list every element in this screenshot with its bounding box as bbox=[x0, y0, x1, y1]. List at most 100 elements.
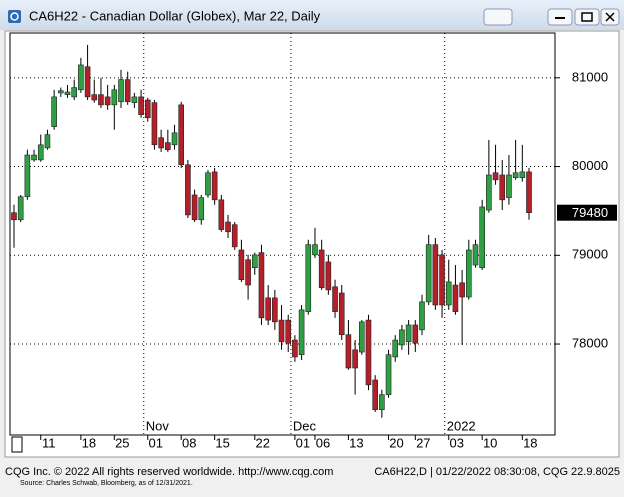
candle-body bbox=[231, 224, 238, 248]
candle-body bbox=[51, 96, 57, 127]
candle-body bbox=[31, 154, 37, 161]
candle-body bbox=[98, 94, 104, 106]
candle-body bbox=[352, 349, 358, 369]
candle-body bbox=[258, 252, 265, 319]
candle-body bbox=[459, 282, 465, 298]
candle-body bbox=[379, 394, 385, 411]
candle-body bbox=[158, 137, 164, 149]
candle-body bbox=[238, 249, 245, 281]
x-tick-label: 11 bbox=[42, 435, 56, 450]
candle-body bbox=[265, 297, 271, 321]
candle-body bbox=[84, 66, 91, 98]
x-tick-label: 08 bbox=[182, 435, 196, 450]
candle-body bbox=[24, 154, 31, 198]
candle-body bbox=[466, 249, 472, 298]
candle-body bbox=[345, 334, 352, 369]
y-tick-label: 78000 bbox=[572, 335, 608, 350]
x-tick-label: 25 bbox=[115, 435, 129, 450]
candle-body bbox=[358, 321, 365, 353]
candle-body bbox=[245, 259, 251, 286]
candle-body bbox=[178, 104, 185, 166]
candle-body bbox=[425, 244, 432, 303]
candle-body bbox=[171, 132, 178, 146]
candle-body bbox=[144, 99, 151, 119]
x-tick-label: 27 bbox=[416, 435, 430, 450]
candle-body bbox=[439, 254, 445, 306]
candle-body bbox=[138, 96, 144, 115]
candle-body bbox=[37, 144, 44, 161]
candle-body bbox=[412, 324, 419, 344]
candle-body bbox=[44, 134, 51, 149]
candle-body bbox=[452, 284, 459, 312]
candle-body bbox=[205, 172, 211, 196]
x-tick-label: 20 bbox=[389, 435, 403, 450]
candle-body bbox=[298, 309, 305, 355]
scroll-handle[interactable] bbox=[11, 436, 23, 453]
candle-body bbox=[312, 244, 318, 256]
maximize-button[interactable] bbox=[574, 8, 600, 26]
candle-body bbox=[372, 379, 378, 411]
candle-body bbox=[124, 79, 131, 103]
candle-body bbox=[225, 221, 231, 233]
candle-body bbox=[472, 244, 479, 266]
x-tick-label: 18 bbox=[82, 435, 96, 450]
y-tick-label: 81000 bbox=[572, 69, 608, 84]
candle-body bbox=[104, 96, 111, 106]
candle-body bbox=[198, 197, 205, 221]
app-icon bbox=[8, 10, 21, 23]
candle-body bbox=[218, 199, 225, 230]
candle-body bbox=[11, 212, 17, 221]
candle-body bbox=[499, 174, 506, 201]
close-glyph bbox=[605, 12, 615, 22]
month-label: 2022 bbox=[447, 418, 476, 433]
candle-body bbox=[318, 249, 325, 288]
candle-body bbox=[64, 91, 71, 95]
last-price-box bbox=[557, 204, 617, 221]
last-price-label: 79480 bbox=[572, 205, 608, 220]
x-tick-label: 15 bbox=[215, 435, 229, 450]
candle-body bbox=[385, 354, 392, 395]
link-button[interactable] bbox=[483, 8, 513, 26]
candle-body bbox=[365, 319, 372, 386]
candle-body bbox=[185, 164, 191, 216]
footer-right: CA6H22,D | 01/22/2022 08:30:08, CQG 22.9… bbox=[374, 466, 620, 478]
candle-body bbox=[211, 171, 218, 201]
candle-body bbox=[338, 292, 345, 336]
month-label: Nov bbox=[146, 418, 170, 433]
candle-body bbox=[165, 142, 171, 150]
chart-title: CA6H22 - Canadian Dollar (Globex), Mar 2… bbox=[29, 8, 321, 23]
x-tick-label: 18 bbox=[523, 435, 537, 450]
source-note: Source: Charles Schwab, Bloomberg, as of… bbox=[20, 480, 193, 487]
candle-body bbox=[325, 261, 332, 291]
candle-body bbox=[71, 87, 77, 98]
candle-body bbox=[151, 102, 158, 146]
x-tick-label: 22 bbox=[256, 435, 270, 450]
x-tick-label: 13 bbox=[349, 435, 363, 450]
title-bar bbox=[0, 0, 624, 30]
x-tick-label: 10 bbox=[483, 435, 497, 450]
candle-body bbox=[131, 96, 138, 103]
candle-body bbox=[526, 171, 532, 214]
candle-body bbox=[445, 281, 452, 306]
candle-body bbox=[251, 254, 258, 269]
candle-body bbox=[111, 89, 118, 106]
footer-left: CQG Inc. © 2022 All rights reserved worl… bbox=[5, 466, 333, 478]
candle-body bbox=[191, 194, 198, 221]
month-label: Dec bbox=[293, 418, 317, 433]
x-tick-label: 01 bbox=[149, 435, 163, 450]
candle-body bbox=[432, 244, 439, 306]
candle-body bbox=[118, 79, 124, 103]
candle-body bbox=[519, 171, 526, 178]
candle-body bbox=[17, 196, 24, 221]
candle-body bbox=[479, 206, 485, 269]
candle-body bbox=[486, 174, 492, 211]
candle-body bbox=[399, 329, 405, 346]
y-tick-label: 80000 bbox=[572, 158, 608, 173]
candle-body bbox=[512, 172, 519, 178]
candle-body bbox=[278, 319, 285, 343]
candle-body bbox=[292, 339, 298, 358]
candle-body bbox=[506, 174, 512, 198]
maximize-glyph bbox=[581, 12, 593, 22]
candle-body bbox=[91, 94, 98, 101]
